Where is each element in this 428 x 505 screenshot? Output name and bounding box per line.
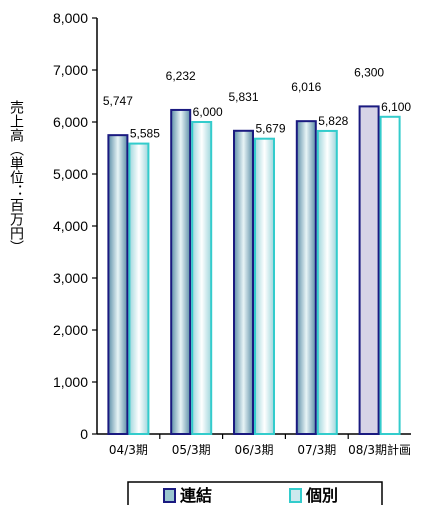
bar-individual bbox=[254, 137, 275, 436]
bar-individual bbox=[128, 142, 150, 436]
data-label-individual: 6,100 bbox=[381, 100, 411, 114]
legend-swatch-consolidated bbox=[163, 488, 176, 503]
bar-consolidated bbox=[233, 129, 254, 435]
y-tick-label: 1,000 bbox=[53, 374, 88, 390]
y-tick-label: 3,000 bbox=[53, 270, 88, 286]
data-label-consolidated: 6,016 bbox=[291, 80, 321, 94]
bar-consolidated bbox=[295, 120, 317, 435]
x-tick-label: 06/3期 bbox=[235, 443, 274, 457]
plot-area: 0 1,000 2,000 3,000 4,000 5,000 6,000 7,000 8,00… bbox=[53, 10, 411, 457]
legend: 連結 個別 bbox=[127, 481, 383, 505]
x-tick-label: 07/3期 bbox=[297, 443, 336, 457]
data-label-individual: 5,828 bbox=[318, 114, 348, 128]
data-label-consolidated: 5,747 bbox=[103, 94, 133, 108]
bar-individual bbox=[191, 121, 213, 435]
data-label-individual: 5,679 bbox=[255, 122, 285, 136]
x-tick-label: 05/3期 bbox=[172, 443, 211, 457]
y-tick-label: 7,000 bbox=[53, 62, 88, 78]
data-label-consolidated: 6,232 bbox=[166, 69, 196, 83]
legend-swatch-individual bbox=[289, 488, 302, 503]
y-tick-label: 0 bbox=[80, 426, 88, 442]
bar-consolidated bbox=[358, 105, 380, 436]
bar-consolidated bbox=[107, 134, 129, 435]
y-tick-label: 2,000 bbox=[53, 322, 88, 338]
x-tick-label: 04/3期 bbox=[109, 443, 148, 457]
data-label-consolidated: 5,831 bbox=[228, 90, 258, 104]
legend-frame bbox=[127, 481, 383, 505]
bar-individual bbox=[316, 129, 338, 435]
y-axis-label: 売上高（単位：百万円） bbox=[8, 100, 24, 254]
data-label-individual: 6,000 bbox=[193, 105, 223, 119]
x-tick-label: 08/3期計画 bbox=[348, 442, 411, 457]
y-tick-label: 8,000 bbox=[53, 10, 88, 26]
data-label-consolidated: 6,300 bbox=[354, 65, 384, 79]
y-tick-label: 4,000 bbox=[53, 218, 88, 234]
legend-label-consolidated: 連結 bbox=[180, 486, 212, 505]
bar-consolidated bbox=[170, 108, 192, 435]
data-label-individual: 5,585 bbox=[130, 127, 160, 141]
y-tick-label: 6,000 bbox=[53, 114, 88, 130]
bar-individual bbox=[379, 115, 401, 436]
y-tick-label: 5,000 bbox=[53, 166, 88, 182]
legend-label-individual: 個別 bbox=[305, 486, 338, 505]
